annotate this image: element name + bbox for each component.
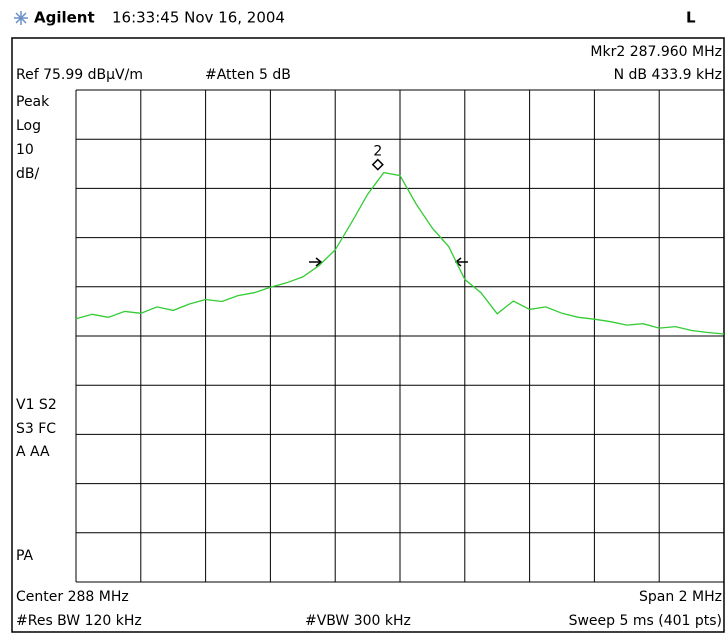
trace — [75, 171, 725, 335]
mode: L — [686, 9, 696, 27]
vbw: #VBW 300 kHz — [305, 613, 411, 629]
timestamp: 16:33:45 Nov 16, 2004 — [112, 9, 285, 27]
scale-label: 10 — [16, 142, 34, 158]
scale-label: Peak — [16, 94, 50, 110]
status-label: A AA — [16, 444, 50, 460]
res-bw: #Res BW 120 kHz — [16, 613, 142, 629]
brand: Agilent — [34, 9, 95, 27]
center-frequency: Center 288 MHz — [16, 589, 129, 605]
pa-label: PA — [16, 548, 34, 564]
reference-level: Ref 75.99 dBµV/m — [16, 67, 143, 83]
status-label: V1 S2 — [16, 397, 57, 413]
sweep: Sweep 5 ms (401 pts) — [569, 613, 722, 629]
ndb-readout: N dB 433.9 kHz — [614, 67, 722, 83]
scale-label: Log — [16, 118, 41, 134]
marker-diamond — [371, 158, 384, 171]
scale-label: dB/ — [16, 166, 39, 182]
marker-label: 2 — [373, 144, 382, 160]
marker-readout: Mkr2 287.960 MHz — [590, 44, 722, 60]
logo-icon — [14, 11, 28, 25]
attenuation: #Atten 5 dB — [205, 67, 291, 83]
span: Span 2 MHz — [639, 589, 722, 605]
status-label: S3 FC — [16, 421, 56, 437]
